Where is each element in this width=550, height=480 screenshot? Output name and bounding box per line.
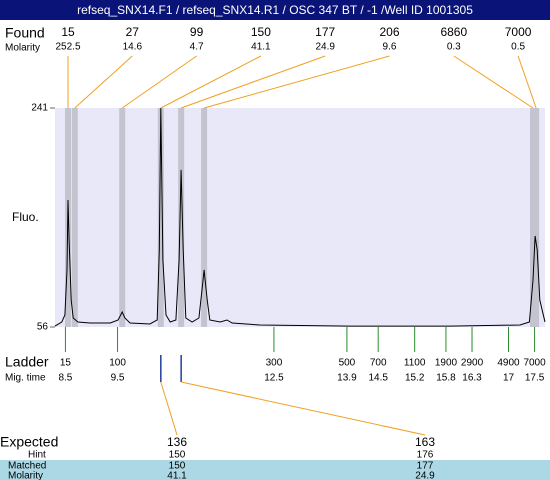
hint-label: Hint [28, 450, 46, 461]
ladder-time: 14.5 [368, 373, 388, 384]
ladder-time: 8.5 [58, 373, 72, 384]
peak-band [119, 108, 126, 327]
found-size: 6860 [440, 25, 467, 39]
ladder-time: 12.5 [264, 373, 284, 384]
found-connector [517, 55, 537, 109]
chart-title: refseq_SNX14.F1 / refseq_SNX14.R1 / OSC … [77, 3, 473, 17]
found-molarity: 41.1 [251, 42, 271, 53]
found-molarity: 4.7 [190, 42, 204, 53]
ladder-size: 2900 [461, 358, 484, 369]
expected-matched: 150 [169, 461, 186, 472]
ladder-size: 500 [339, 358, 356, 369]
ladder-size: 1900 [435, 358, 458, 369]
title-bar [0, 0, 550, 20]
ladder-label: Ladder [5, 354, 49, 370]
found-molarity: 252.5 [55, 42, 80, 53]
found-connector [453, 55, 534, 109]
ladder-time: 13.9 [337, 373, 357, 384]
expected-connector [181, 381, 426, 436]
ladder-time: 15.8 [436, 373, 456, 384]
found-size: 150 [251, 25, 271, 39]
found-molarity: 0.3 [447, 42, 461, 53]
expected-molarity-label: Molarity [8, 471, 43, 480]
ladder-time: 17.5 [525, 373, 545, 384]
ladder-time: 15.2 [405, 373, 425, 384]
expected-molarity: 24.9 [415, 471, 435, 480]
found-molarity: 9.6 [383, 42, 397, 53]
expected-label: Expected [0, 434, 58, 450]
expected-size: 136 [167, 435, 187, 449]
peak-band [530, 108, 537, 327]
plot-area [55, 108, 545, 327]
found-connector [74, 55, 133, 109]
found-size: 15 [61, 25, 75, 39]
ladder-time: 17 [503, 373, 515, 384]
found-size: 7000 [505, 25, 532, 39]
found-connector [203, 55, 390, 109]
y-tick-label: 56 [37, 322, 49, 333]
trace-line [54, 107, 546, 327]
expected-connector [160, 381, 178, 436]
ladder-time: 16.3 [462, 373, 482, 384]
found-connector [180, 55, 326, 109]
y-axis-label: Fluo. [12, 210, 39, 224]
expected-matched: 177 [417, 461, 434, 472]
ladder-time-label: Mig. time [5, 373, 46, 384]
matched-label: Matched [8, 461, 46, 472]
y-tick-label: 241 [31, 103, 48, 114]
ladder-time: 9.5 [111, 373, 125, 384]
ladder-size: 7000 [523, 358, 546, 369]
expected-size: 163 [415, 435, 435, 449]
found-molarity: 0.5 [511, 42, 525, 53]
peak-band [178, 108, 185, 327]
found-molarity-label: Molarity [5, 43, 40, 54]
found-connector [121, 55, 197, 109]
peak-band [533, 108, 540, 327]
peak-band [201, 108, 208, 327]
matched-band [0, 460, 550, 480]
ladder-size: 100 [109, 358, 126, 369]
expected-hint: 176 [417, 450, 434, 461]
ladder-size: 700 [370, 358, 387, 369]
found-size: 206 [379, 25, 399, 39]
found-size: 177 [315, 25, 335, 39]
ladder-size: 300 [266, 358, 283, 369]
found-label: Found [5, 25, 45, 41]
ladder-size: 15 [60, 358, 72, 369]
found-molarity: 14.6 [123, 42, 143, 53]
expected-molarity: 41.1 [167, 471, 187, 480]
ladder-size: 4900 [497, 358, 520, 369]
found-size: 27 [126, 25, 140, 39]
found-connector [160, 55, 262, 109]
expected-hint: 150 [169, 450, 186, 461]
peak-band [71, 108, 78, 327]
peak-band [157, 108, 164, 327]
found-molarity: 24.9 [315, 42, 335, 53]
ladder-size: 1100 [404, 358, 426, 369]
found-size: 99 [190, 25, 204, 39]
